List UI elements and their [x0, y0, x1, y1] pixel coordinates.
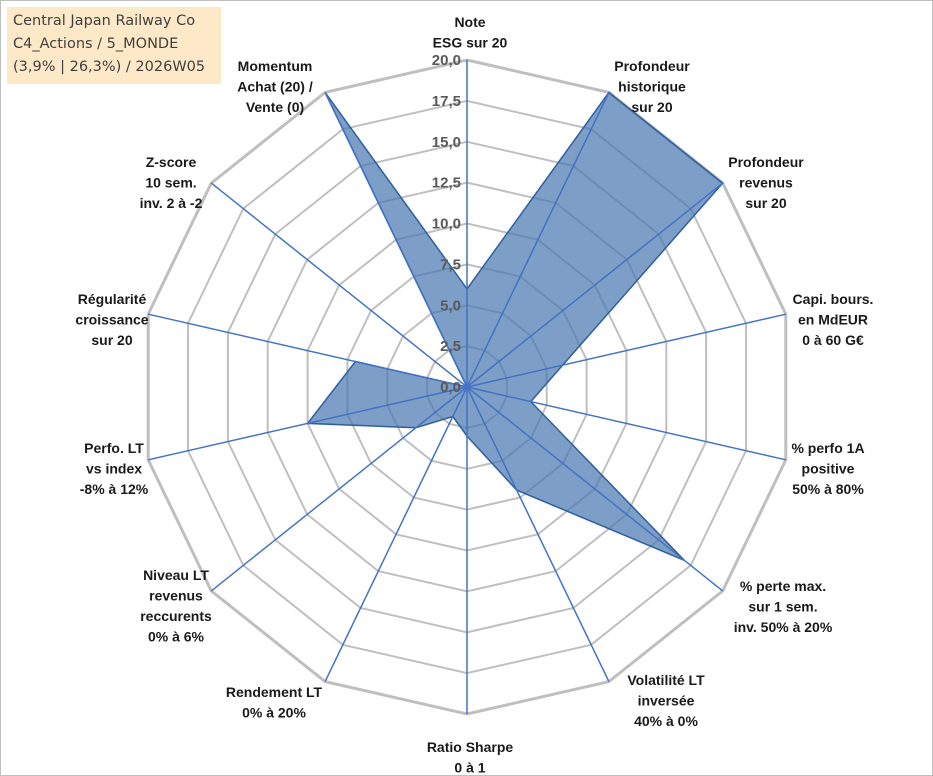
radar-tick-label: 12,5	[432, 175, 461, 192]
radar-axis-label-11: Perfo. LT vs index -8% à 12%	[80, 440, 149, 497]
radar-tick-label: 5,0	[440, 297, 461, 314]
radar-spoke-10	[210, 386, 468, 592]
radar-axis-label-7: Volatilité LT inversée 40% à 0%	[627, 672, 705, 729]
radar-spoke-2	[466, 92, 610, 388]
chart-title-line-2: C4_Actions / 5_MONDE	[13, 36, 179, 52]
radar-tick-label: 10,0	[432, 216, 461, 233]
radar-tick-label: 17,5	[432, 93, 461, 110]
radar-axis-label-10: Niveau LT revenus reccurents 0% à 6%	[140, 567, 212, 645]
radar-axis-label-6: % perte max. sur 1 sem. inv. 50% à 20%	[734, 578, 833, 635]
chart-title-box: Central Japan Railway Co C4_Actions / 5_…	[7, 7, 221, 84]
radar-tick-label: 2,5	[440, 338, 461, 355]
radar-axis-label-13: Z-score 10 sem. inv. 2 à -2	[140, 154, 203, 211]
radar-axis-label-1: Note ESG sur 20	[433, 14, 508, 51]
chart-title-line-3: (3,9% | 26,3%) / 2026W05	[13, 59, 206, 75]
radar-spoke-11	[148, 386, 468, 461]
radar-axis-label-3: Profondeur revenus sur 20	[728, 154, 804, 211]
radar-axis-label-2: Profondeur historique sur 20	[614, 58, 690, 115]
chart-title-line-1: Central Japan Railway Co	[13, 13, 196, 29]
radar-spokes	[148, 60, 786, 714]
radar-spoke-12	[148, 313, 468, 388]
radar-axis-labels: Note ESG sur 20 Profondeur historique sur 20…	[75, 14, 873, 776]
radar-axis-label-4: Capi. bours. en MdEUR 0 à 60 G€	[793, 291, 874, 348]
radar-tick-label: 0,0	[440, 379, 461, 396]
radar-tick-label: 7,5	[440, 256, 461, 273]
radar-axis-label-5: % perfo 1A positive 50% à 80%	[791, 440, 864, 497]
radar-spoke-6	[466, 386, 724, 592]
radar-spoke-13	[210, 182, 468, 388]
radar-axis-label-12: Régularité croissance sur 20	[75, 291, 148, 348]
radar-tick-label: 20,0	[432, 52, 461, 69]
radar-spoke-5	[466, 386, 786, 461]
radar-spoke-9	[324, 386, 468, 682]
radar-axis-label-8: Ratio Sharpe 0 à 1	[427, 739, 514, 776]
radar-series	[306, 91, 724, 561]
radar-spoke-4	[466, 313, 786, 388]
radar-axis-label-14: Momentum Achat (20) / Vente (0)	[237, 58, 313, 115]
radar-spoke-14	[324, 92, 468, 388]
radar-tick-labels: 0,0 2,5 5,0 7,5 10,0 12,5 15,0 17,5 20,0	[432, 52, 461, 396]
radar-tick-label: 15,0	[432, 134, 461, 151]
radar-spoke-7	[466, 386, 610, 682]
radar-spoke-3	[466, 182, 724, 388]
radar-series-area-1	[306, 91, 724, 561]
radar-axis-label-9: Rendement LT 0% à 20%	[226, 684, 323, 721]
